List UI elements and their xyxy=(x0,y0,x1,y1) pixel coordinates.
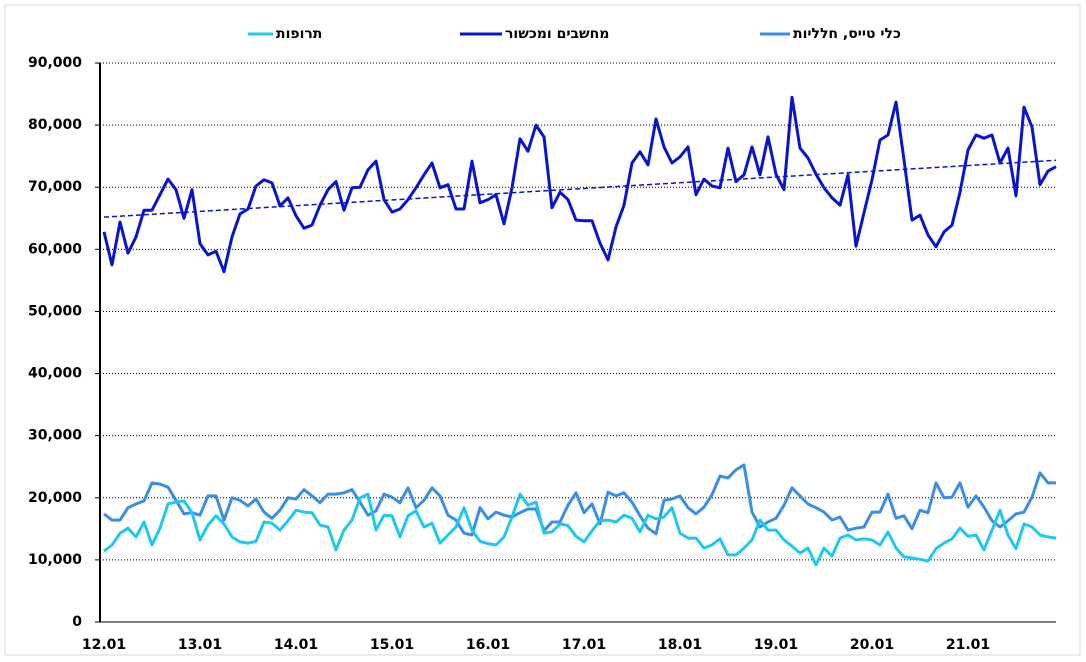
x-tick-label: 19.01 xyxy=(754,637,798,653)
trend-line xyxy=(103,159,1057,218)
x-tick-label: 17.01 xyxy=(562,637,606,653)
legend-label: מחשבים ומכשור xyxy=(505,26,609,42)
y-tick-label: 70,000 xyxy=(28,179,82,195)
series-line xyxy=(102,95,1057,274)
y-tick-label: 50,000 xyxy=(28,303,82,319)
series-line xyxy=(103,492,1057,567)
chart-frame xyxy=(4,4,1081,656)
x-tick-label: 12.01 xyxy=(82,637,126,653)
x-tick-label: 16.01 xyxy=(466,637,510,653)
x-tick-label: 14.01 xyxy=(274,637,318,653)
y-tick-label: 40,000 xyxy=(28,366,82,382)
y-tick-label: 0 xyxy=(72,614,82,630)
y-tick-label: 60,000 xyxy=(28,241,82,257)
y-tick-label: 80,000 xyxy=(28,117,82,133)
legend-label: כלי טייס, חלליות xyxy=(793,26,901,42)
x-tick-label: 18.01 xyxy=(658,637,702,653)
y-tick-label: 90,000 xyxy=(28,55,82,71)
y-tick-label: 20,000 xyxy=(28,490,82,506)
y-tick-label: 30,000 xyxy=(28,428,82,444)
x-tick-label: 15.01 xyxy=(370,637,414,653)
x-tick-label: 13.01 xyxy=(178,637,222,653)
y-tick-label: 10,000 xyxy=(28,552,82,568)
x-tick-label: 21.01 xyxy=(946,637,990,653)
series-line xyxy=(103,463,1056,537)
x-tick-label: 20.01 xyxy=(850,637,894,653)
legend-label: תרופות xyxy=(276,26,322,42)
